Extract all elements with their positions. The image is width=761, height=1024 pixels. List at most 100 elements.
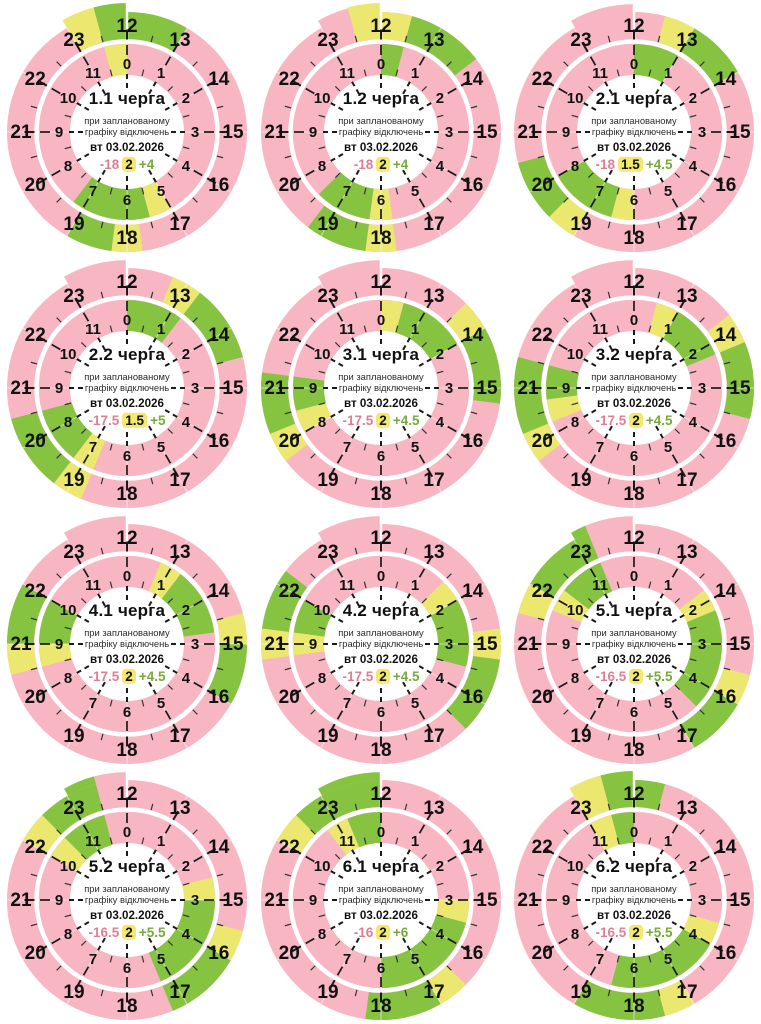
outer-half-tick [563, 453, 569, 459]
inner-hour-tick [582, 921, 597, 931]
inner-hour-label: 11 [592, 65, 608, 82]
outer-hour-label: 17 [423, 982, 444, 1003]
inner-hour-tick [582, 153, 597, 163]
chart-cell-2.1: 0 1 2 3 4 5 6 7 8 9 10 11 12 13 14 15 16 17 18 19 20 21 22 23 2.… [507, 0, 761, 256]
inner-half-tick [80, 597, 87, 604]
inner-ring-segment [611, 812, 634, 846]
outer-hour-tick [581, 211, 589, 222]
outer-half-tick [354, 547, 358, 555]
inner-hour-tick [402, 425, 412, 440]
inner-hour-tick [75, 101, 90, 111]
inner-half-tick [64, 882, 72, 886]
outer-ring-segment [658, 16, 694, 52]
outer-hour-tick [291, 847, 302, 855]
outer-half-tick [216, 873, 224, 877]
outer-hour-label: 17 [423, 470, 444, 491]
outer-ring-segment [183, 292, 243, 364]
outer-half-tick [470, 105, 478, 109]
inner-edge-tick [589, 198, 597, 208]
outer-hour-tick [544, 945, 555, 953]
outer-ring-segment [162, 946, 231, 1011]
outer-hour-label: 19 [570, 470, 591, 491]
inner-half-tick [648, 837, 652, 845]
outer-hour-label: 22 [25, 581, 46, 602]
outer-hour-tick [581, 42, 589, 53]
outer-hour-tick [291, 335, 302, 343]
chart-cell-5.1: 0 1 2 3 4 5 6 7 8 9 10 11 12 13 14 15 16 17 18 19 20 21 22 23 5.… [507, 512, 761, 768]
outer-half-tick [537, 873, 545, 877]
inner-hour-tick [75, 665, 90, 675]
outer-hour-label: 19 [63, 726, 84, 747]
inner-half-tick [80, 853, 87, 860]
outer-hour-label: 16 [462, 431, 483, 452]
outer-hour-label: 21 [264, 634, 286, 655]
inner-edge-tick [447, 681, 457, 689]
inner-hour-tick [418, 101, 433, 111]
outer-hour-label: 20 [25, 431, 46, 452]
inner-ring-segment [42, 402, 93, 458]
inner-ring-segment [148, 900, 215, 982]
inner-hour-tick [603, 592, 613, 607]
inner-half-tick [167, 853, 174, 860]
outer-half-tick [100, 477, 104, 485]
inner-edge-tick [305, 343, 315, 351]
outer-half-tick [56, 965, 62, 971]
inner-hour-tick [402, 681, 412, 696]
outer-hour-tick [544, 847, 555, 855]
outer-half-tick [100, 221, 104, 229]
inner-hour-tick [402, 336, 412, 351]
outer-hour-label: 23 [317, 798, 338, 819]
inner-edge-tick [558, 937, 568, 945]
inner-hour-tick [655, 336, 665, 351]
inner-edge-tick [418, 312, 426, 322]
inner-hour-label: 1 [664, 65, 672, 82]
outer-hour-label: 16 [208, 431, 229, 452]
inner-hour-tick [329, 409, 344, 419]
inner-hour-label: 11 [339, 321, 355, 338]
outer-ring-segment [680, 690, 738, 748]
outer-ring-segment [600, 771, 634, 811]
inner-edge-tick [447, 855, 457, 863]
inner-hour-label: 3 [698, 124, 706, 141]
outer-hour-tick [37, 689, 48, 697]
outer-ring-segment [53, 461, 92, 499]
outer-half-tick [657, 733, 661, 741]
inner-edge-tick [558, 169, 568, 177]
inner-edge-tick [418, 710, 426, 720]
inner-hour-label: 11 [85, 65, 101, 82]
inner-hour-label: 11 [85, 833, 101, 850]
outer-half-tick [56, 61, 62, 67]
inner-half-tick [363, 581, 367, 589]
inner-hour-tick [603, 848, 613, 863]
inner-half-tick [64, 402, 72, 406]
outer-ring-segment [707, 314, 745, 353]
inner-hour-tick [96, 80, 106, 95]
inner-hour-label: 9 [55, 124, 63, 141]
inner-half-tick [436, 146, 444, 150]
inner-hour-label: 11 [339, 65, 355, 82]
inner-hour-tick [164, 409, 179, 419]
outer-ring-segment [62, 7, 103, 52]
outer-hour-label: 18 [623, 484, 644, 505]
inner-hour-tick [164, 613, 179, 623]
outer-half-tick [657, 221, 661, 229]
inner-hour-label: 1 [157, 833, 165, 850]
outer-half-tick [284, 873, 292, 877]
inner-hour-label: 7 [343, 183, 351, 200]
outer-ring-segment [277, 815, 316, 854]
outer-hour-tick [172, 42, 180, 53]
outer-half-tick [470, 361, 478, 365]
inner-edge-tick [164, 454, 172, 464]
inner-edge-tick [336, 966, 344, 976]
inner-edge-tick [305, 87, 315, 95]
inner-half-tick [64, 114, 72, 118]
inner-half-tick [318, 658, 326, 662]
outer-half-tick [404, 291, 408, 299]
outer-half-tick [537, 105, 545, 109]
inner-half-tick [182, 914, 190, 918]
outer-ring-segment [365, 980, 441, 1020]
inner-hour-tick [603, 80, 613, 95]
inner-hour-label: 5 [157, 439, 165, 456]
outer-half-tick [446, 709, 452, 715]
inner-hour-label: 4 [436, 670, 445, 687]
